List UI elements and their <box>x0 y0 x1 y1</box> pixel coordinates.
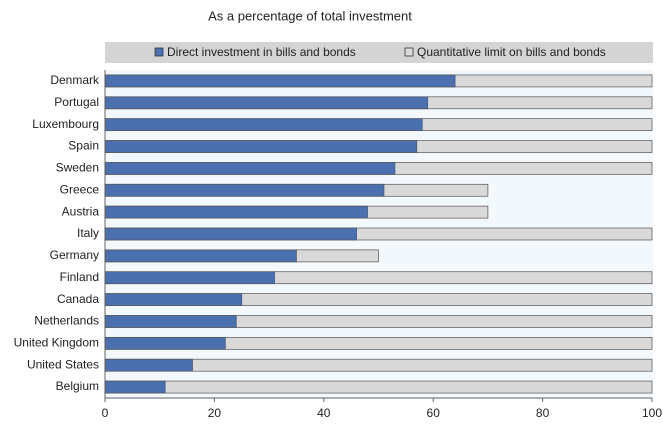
y-tick-label: Finland <box>60 270 99 284</box>
bar <box>104 205 368 219</box>
y-tick-label: Luxembourg <box>32 117 99 131</box>
y-tick-label: Greece <box>60 182 100 196</box>
x-tick-label: 100 <box>642 406 662 420</box>
bar <box>104 336 226 350</box>
y-tick-label: Netherlands <box>34 314 99 328</box>
bar <box>104 227 357 241</box>
chart-title: As a percentage of total investment <box>208 8 412 23</box>
y-tick-label: Spain <box>68 139 99 153</box>
bar <box>104 74 456 88</box>
legend-swatch <box>404 47 414 57</box>
y-tick-label: Denmark <box>50 73 100 87</box>
legend-label: Quantitative limit on bills and bonds <box>417 45 606 59</box>
x-tick-label: 80 <box>536 406 550 420</box>
bar <box>104 358 193 372</box>
bar <box>104 380 166 394</box>
y-tick-label: Germany <box>50 248 99 262</box>
y-tick-label: United States <box>27 357 99 371</box>
legend-box <box>105 42 653 63</box>
legend-label: Direct investment in bills and bonds <box>167 45 356 59</box>
bar <box>104 140 418 153</box>
x-tick-label: 40 <box>317 406 331 420</box>
bar <box>104 380 653 394</box>
y-tick-label: Italy <box>77 226 99 240</box>
x-tick-label: 20 <box>208 406 222 420</box>
y-tick-label: Portugal <box>54 95 99 109</box>
bar <box>104 293 243 306</box>
bar <box>104 249 297 263</box>
x-tick-label: 60 <box>427 406 441 420</box>
y-tick-label: United Kingdom <box>14 336 99 350</box>
bar <box>104 118 423 132</box>
y-tick-label: Austria <box>62 204 100 218</box>
bar <box>104 315 237 328</box>
bar <box>104 271 275 285</box>
y-tick-label: Belgium <box>56 379 99 393</box>
bar <box>104 96 429 110</box>
legend-swatch <box>154 47 164 57</box>
y-tick-label: Canada <box>57 292 99 306</box>
x-tick-label: 0 <box>102 406 109 420</box>
y-tick-label: Sweden <box>56 161 99 175</box>
bar <box>104 183 385 197</box>
bar <box>104 162 396 175</box>
